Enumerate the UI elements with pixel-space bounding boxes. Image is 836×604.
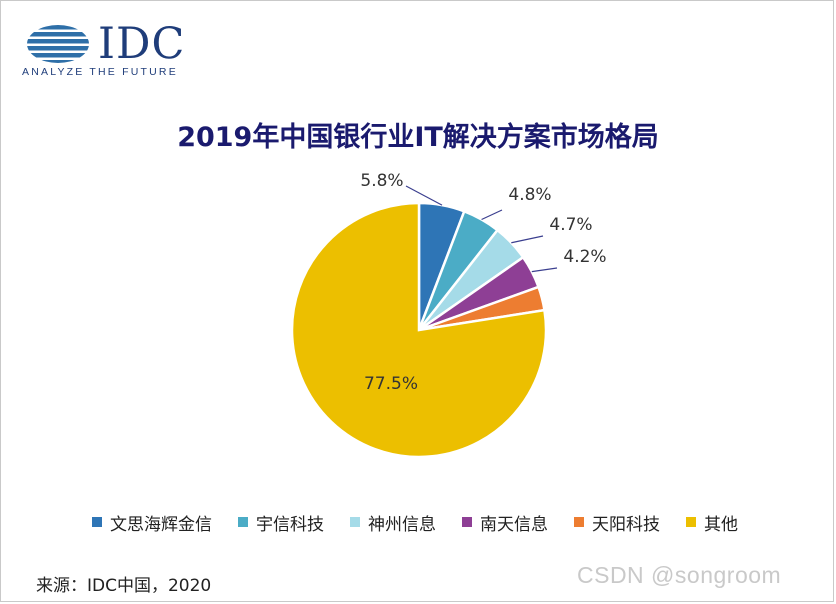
legend-label: 文思海辉金信 [110,514,212,535]
leader-line-4 [531,267,558,273]
leader-line-2 [481,209,503,221]
legend-label: 神州信息 [368,514,436,535]
idc-globe-icon [27,25,89,63]
legend-item-4: 南天信息 [462,510,548,535]
pie-slice-6 [290,201,548,459]
data-label-4: 4.2% [563,247,606,267]
legend-swatch [92,517,102,527]
watermark: CSDN @songroom [577,562,782,588]
idc-logo: IDC ANALYZE THE FUTURE [22,19,202,84]
legend-swatch [686,517,696,527]
idc-tagline: ANALYZE THE FUTURE [22,66,178,78]
data-label-6: 77.5% [364,374,418,394]
legend-swatch [574,517,584,527]
legend-label: 南天信息 [480,514,548,535]
leader-line-3 [511,235,544,244]
legend-item-5: 天阳科技 [574,510,660,535]
source-note: 来源：IDC中国，2020 [36,576,212,596]
legend-swatch [462,517,472,527]
legend-swatch [350,517,360,527]
legend-label: 天阳科技 [592,514,660,535]
legend-item-1: 文思海辉金信 [92,510,212,535]
chart-legend: 文思海辉金信 宇信科技 神州信息 南天信息 天阳科技 其他 [92,510,792,535]
legend-label: 宇信科技 [256,514,324,535]
legend-item-3: 神州信息 [350,510,436,535]
idc-wordmark: IDC [98,19,186,69]
legend-label: 其他 [704,514,738,535]
legend-swatch [238,517,248,527]
leader-line-1 [405,185,443,206]
data-label-1: 5.8% [360,171,403,191]
chart-title: 2019年中国银行业IT解决方案市场格局 [177,122,659,153]
data-label-2: 4.8% [508,185,551,205]
legend-item-6: 其他 [686,510,738,535]
legend-item-2: 宇信科技 [238,510,324,535]
data-label-3: 4.7% [549,215,592,235]
